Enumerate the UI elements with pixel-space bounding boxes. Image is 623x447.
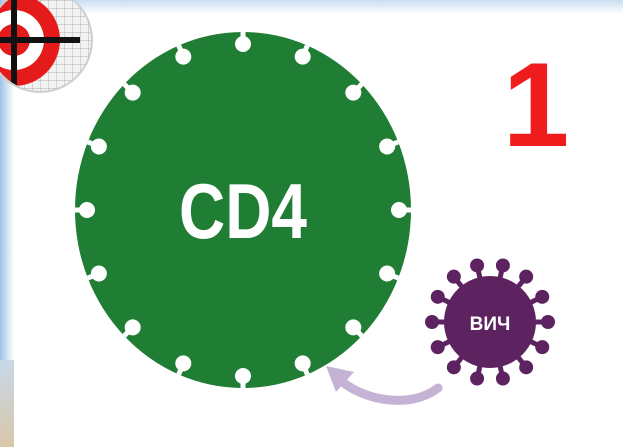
virus-knob bbox=[535, 290, 549, 304]
receptor bbox=[91, 138, 107, 154]
step-number: 1 bbox=[503, 38, 570, 172]
receptor bbox=[125, 319, 141, 335]
cell-label: CD4 bbox=[179, 168, 307, 255]
slide: CD4 ВИЧ 1 bbox=[0, 0, 623, 447]
virus-knob bbox=[519, 360, 533, 374]
receptor bbox=[79, 202, 95, 218]
virus-label: ВИЧ bbox=[470, 314, 511, 335]
virus-knob bbox=[496, 258, 510, 272]
receptor bbox=[235, 36, 251, 52]
receptor bbox=[235, 368, 251, 384]
left-band-bottom bbox=[0, 360, 14, 447]
virus-knob bbox=[431, 290, 445, 304]
virus-knob bbox=[535, 340, 549, 354]
receptor bbox=[295, 355, 311, 371]
receptor bbox=[295, 49, 311, 65]
virus-knob bbox=[431, 340, 445, 354]
virus-knob bbox=[519, 270, 533, 284]
receptor bbox=[379, 138, 395, 154]
receptor bbox=[91, 266, 107, 282]
virus-knob bbox=[470, 258, 484, 272]
virus-knob bbox=[425, 315, 439, 329]
receptor bbox=[125, 85, 141, 101]
virus-knob bbox=[470, 372, 484, 386]
virus-knob bbox=[447, 360, 461, 374]
receptor bbox=[345, 85, 361, 101]
virus-knob bbox=[447, 270, 461, 284]
receptor bbox=[379, 266, 395, 282]
receptor bbox=[345, 319, 361, 335]
receptor bbox=[391, 202, 407, 218]
virus-knob bbox=[496, 372, 510, 386]
top-band bbox=[0, 0, 623, 14]
virus-knob bbox=[541, 315, 555, 329]
receptor bbox=[175, 355, 191, 371]
receptor bbox=[175, 49, 191, 65]
